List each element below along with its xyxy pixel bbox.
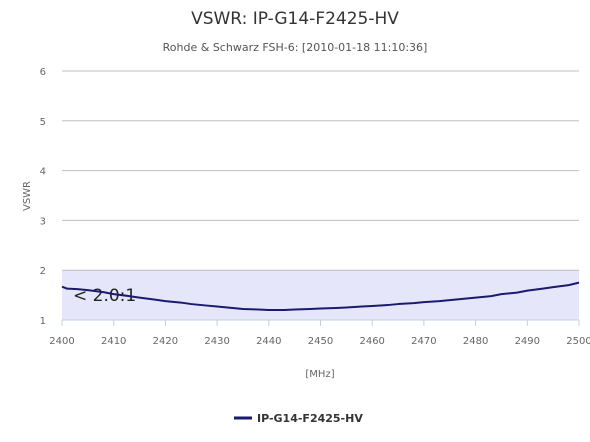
x-tick-label: 2440	[256, 336, 281, 347]
x-tick-label: 2420	[153, 336, 178, 347]
series-line[interactable]	[61, 281, 580, 312]
x-tick-label: 2500	[566, 336, 590, 347]
legend[interactable]: IP-G14-F2425-HV	[234, 412, 363, 425]
chart-title: VSWR: IP-G14-F2425-HV	[191, 9, 399, 29]
x-axis-ticks: 2400 2410 2420 2430 2440 2450 2460 2470 2480 2490…	[49, 320, 590, 347]
y-tick-label: 2	[40, 266, 46, 277]
x-tick-label: 2480	[463, 336, 488, 347]
x-tick-label: 2410	[101, 336, 126, 347]
legend-label[interactable]: IP-G14-F2425-HV	[257, 412, 363, 425]
x-tick-label: 2470	[411, 336, 436, 347]
y-axis-label: VSWR	[22, 181, 33, 211]
x-axis-label: [MHz]	[305, 369, 334, 380]
y-tick-label: 3	[40, 216, 46, 227]
grid	[62, 70, 579, 271]
y-tick-label: 6	[40, 67, 46, 78]
x-tick-label: 2450	[308, 336, 333, 347]
y-tick-label: 4	[40, 167, 46, 178]
y-tick-label: 5	[40, 117, 46, 128]
x-tick-label: 2430	[204, 336, 229, 347]
y-axis-ticks: 1 2 3 4 5 6	[40, 67, 46, 327]
x-tick-label: 2400	[49, 336, 74, 347]
x-tick-label: 2490	[515, 336, 540, 347]
chart-subtitle: Rohde & Schwarz FSH-6: [2010-01-18 11:10…	[163, 41, 428, 54]
y-tick-label: 1	[40, 316, 46, 327]
x-tick-label: 2460	[359, 336, 384, 347]
